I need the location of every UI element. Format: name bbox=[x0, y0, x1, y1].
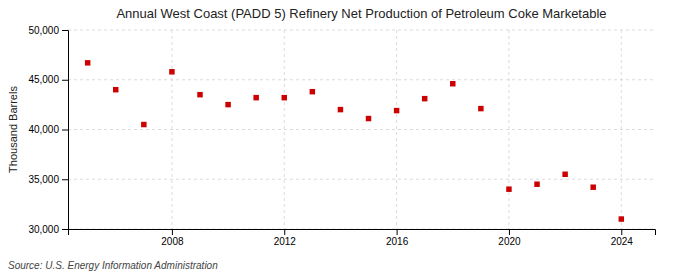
y-tick: 40,000 bbox=[28, 124, 68, 135]
chart: 2008 2012 2016 2020 2024 30,000 35,000 40,000 45… bbox=[0, 0, 675, 275]
grid-line-y bbox=[68, 179, 655, 180]
y-tick: 45,000 bbox=[28, 74, 68, 85]
x-axis-line bbox=[69, 230, 656, 236]
point bbox=[282, 95, 287, 100]
point bbox=[478, 106, 483, 111]
x-tick-label: 2024 bbox=[611, 236, 634, 247]
x-tick: 2024 bbox=[611, 229, 634, 247]
point bbox=[253, 95, 258, 100]
y-tick-mark bbox=[62, 30, 68, 31]
y-tick-mark bbox=[62, 179, 68, 180]
y-tick: 35,000 bbox=[28, 174, 68, 185]
grid-line-x bbox=[396, 30, 397, 229]
point bbox=[422, 96, 427, 101]
grid-line-y bbox=[68, 79, 655, 80]
y-axis: 30,000 35,000 40,000 45,000 50,000 bbox=[28, 25, 68, 235]
title: Annual West Coast (PADD 5) Refinery Net … bbox=[116, 6, 606, 21]
grid bbox=[68, 30, 655, 229]
x-tick-label: 2016 bbox=[386, 236, 409, 247]
point bbox=[619, 216, 624, 221]
y-tick-label: 50,000 bbox=[28, 25, 59, 36]
x-tick: 2008 bbox=[161, 229, 184, 247]
point bbox=[113, 87, 118, 92]
point bbox=[450, 81, 455, 86]
point bbox=[366, 116, 371, 121]
y-tick-label: 35,000 bbox=[28, 174, 59, 185]
x-tick-mark bbox=[172, 229, 173, 235]
point bbox=[85, 60, 90, 65]
point bbox=[534, 181, 539, 186]
y-axis-line bbox=[62, 31, 69, 230]
point bbox=[590, 184, 595, 189]
y-tick-label: 45,000 bbox=[28, 74, 59, 85]
y-tick-label: 40,000 bbox=[28, 124, 59, 135]
point bbox=[197, 92, 202, 97]
point bbox=[141, 122, 146, 127]
y-axis-title: Thousand Barrels bbox=[7, 86, 19, 173]
x-tick-label: 2020 bbox=[498, 236, 521, 247]
y-tick: 30,000 bbox=[28, 224, 68, 235]
y-tick-mark bbox=[62, 229, 68, 230]
point bbox=[562, 172, 567, 177]
point bbox=[338, 107, 343, 112]
point bbox=[225, 102, 230, 107]
point bbox=[394, 108, 399, 113]
y-tick-label: 30,000 bbox=[28, 224, 59, 235]
points bbox=[85, 60, 624, 222]
x-tick: 2016 bbox=[386, 229, 409, 247]
x-tick: 2012 bbox=[274, 229, 297, 247]
x-tick-label: 2008 bbox=[161, 236, 184, 247]
x-tick: 2020 bbox=[498, 229, 521, 247]
x-tick-label: 2012 bbox=[274, 236, 297, 247]
x-tick-mark bbox=[284, 229, 285, 235]
x-tick-mark bbox=[397, 229, 398, 235]
point bbox=[169, 69, 174, 74]
grid-line-y bbox=[68, 30, 655, 31]
source-note: Source: U.S. Energy Information Administ… bbox=[8, 260, 218, 271]
point bbox=[310, 89, 315, 94]
plot: 2008 2012 2016 2020 2024 30,000 35,000 40,000 45… bbox=[28, 25, 655, 247]
x-tick-mark bbox=[509, 229, 510, 235]
grid-line-y bbox=[68, 129, 655, 130]
y-tick-mark bbox=[62, 80, 68, 81]
x-tick-mark bbox=[621, 229, 622, 235]
x-axis: 2008 2012 2016 2020 2024 bbox=[69, 229, 656, 247]
y-tick: 50,000 bbox=[28, 25, 68, 36]
y-tick-mark bbox=[62, 130, 68, 131]
point bbox=[506, 186, 511, 191]
